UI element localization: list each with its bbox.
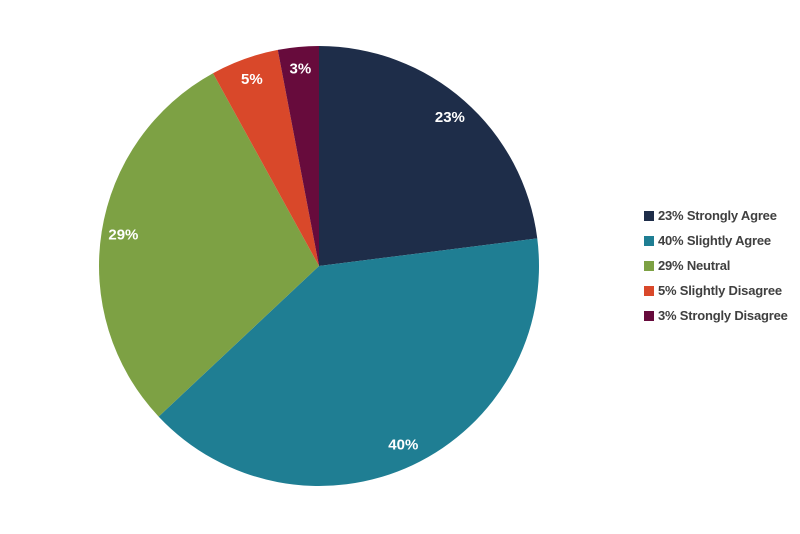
legend-item-strongly-agree: 23% Strongly Agree (644, 203, 788, 228)
legend-label-slightly-agree: 40% Slightly Agree (658, 233, 771, 248)
legend-item-slightly-disagree: 5% Slightly Disagree (644, 278, 788, 303)
chart-legend: 23% Strongly Agree 40% Slightly Agree 29% … (644, 203, 788, 328)
slice-label-neutral: 29% (108, 227, 138, 244)
legend-label-strongly-disagree: 3% Strongly Disagree (658, 308, 788, 323)
slice-label-slightly-agree: 40% (388, 437, 418, 454)
slice-label-strongly-disagree: 3% (290, 60, 312, 77)
legend-swatch-strongly-agree (644, 210, 654, 221)
legend-label-slightly-disagree: 5% Slightly Disagree (658, 283, 782, 298)
legend-swatch-strongly-disagree (644, 310, 654, 321)
slice-label-slightly-disagree: 5% (241, 71, 263, 88)
pie-slice-strongly-agree (319, 46, 538, 266)
legend-item-neutral: 29% Neutral (644, 253, 788, 278)
pie-slice-strongly-disagree (277, 46, 319, 266)
pie-slice-slightly-agree (158, 238, 540, 487)
slice-label-strongly-agree: 23% (435, 109, 465, 126)
legend-item-slightly-agree: 40% Slightly Agree (644, 228, 788, 253)
legend-label-neutral: 29% Neutral (658, 258, 731, 273)
legend-label-strongly-agree: 23% Strongly Agree (658, 208, 777, 223)
legend-swatch-neutral (644, 260, 654, 271)
legend-item-strongly-disagree: 3% Strongly Disagree (644, 303, 788, 328)
legend-swatch-slightly-agree (644, 235, 654, 246)
pie-slice-slightly-disagree (213, 49, 319, 267)
pie-slice-neutral (98, 73, 319, 417)
legend-swatch-slightly-disagree (644, 285, 654, 296)
